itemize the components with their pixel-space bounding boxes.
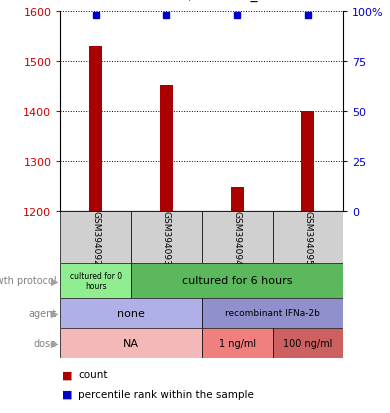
Text: cultured for 6 hours: cultured for 6 hours [182,276,292,286]
Bar [273,211,343,263]
Bar [202,328,273,358]
Text: GSM394092: GSM394092 [91,210,100,265]
Bar [60,211,131,263]
Text: none: none [117,308,145,318]
Bar [131,263,343,298]
Text: cultured for 0
hours: cultured for 0 hours [70,271,122,290]
Bar [60,263,131,298]
Text: 100 ng/ml: 100 ng/ml [283,338,333,348]
Text: ■: ■ [62,370,73,380]
Text: GSM394095: GSM394095 [303,210,312,265]
Text: ▶: ▶ [51,338,58,348]
Bar [160,86,173,211]
Text: count: count [78,370,108,380]
Bar [202,298,343,328]
Text: dose: dose [34,338,57,348]
Text: ▶: ▶ [51,308,58,318]
Text: GDS4163 / 224927_at: GDS4163 / 224927_at [119,0,271,2]
Bar [202,211,273,263]
Text: recombinant IFNa-2b: recombinant IFNa-2b [225,309,320,318]
Text: 1 ng/ml: 1 ng/ml [219,338,256,348]
Bar [60,328,202,358]
Text: GSM394093: GSM394093 [162,210,171,265]
Text: ■: ■ [62,389,73,399]
Text: growth protocol: growth protocol [0,276,57,286]
Text: NA: NA [123,338,139,348]
Bar [89,47,102,211]
Bar [60,298,202,328]
Bar [131,211,202,263]
Bar [301,112,314,211]
Bar [231,188,243,211]
Bar [273,328,343,358]
Text: GSM394094: GSM394094 [233,210,242,265]
Text: ▶: ▶ [51,276,58,286]
Text: percentile rank within the sample: percentile rank within the sample [78,389,254,399]
Text: agent: agent [28,308,57,318]
